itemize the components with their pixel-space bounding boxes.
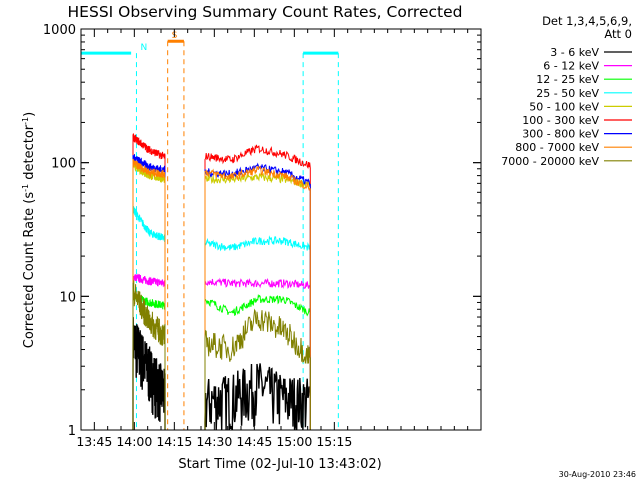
trace-3-6-kev-2: [204, 363, 311, 431]
x-tick-label: 14:30: [196, 434, 232, 449]
legend-item-300-800-kev: 300 - 800 keV: [522, 128, 632, 141]
y-axis-label-mid: detector: [22, 124, 37, 184]
y-axis-label-sup1: -1: [21, 184, 30, 192]
x-tick-label: 14:45: [236, 434, 272, 449]
trace-800-7000-kev-2: [204, 165, 311, 430]
trace-25-50-kev-2: [204, 235, 311, 430]
series-6-12-kev: [132, 273, 311, 430]
legend-item-3-6-kev: 3 - 6 keV: [550, 46, 632, 59]
legend-item-12-25-kev: 12 - 25 keV: [536, 73, 632, 86]
y-tick-label: 100: [51, 157, 76, 172]
series-100-300-kev: [132, 133, 311, 430]
trace-6-12-kev-1: [132, 273, 166, 430]
legend-label: 6 - 12 keV: [543, 60, 599, 73]
series-800-7000-kev: [132, 158, 311, 430]
y-tick-label: 1: [68, 424, 76, 439]
legend-item-7000-20000-kev: 7000 - 20000 keV: [501, 155, 632, 168]
series-7000-20000-kev: [132, 280, 311, 430]
legend-title-line-2: Att 0: [604, 27, 632, 41]
legend-label: 7000 - 20000 keV: [501, 155, 599, 168]
flag-label-n: N: [140, 43, 147, 53]
flag-n: N: [81, 43, 339, 430]
trace-800-7000-kev-1: [132, 158, 166, 430]
legend-item-800-7000-kev: 800 - 7000 keV: [515, 141, 632, 154]
series-25-50-kev: [132, 206, 311, 430]
legend-label: 25 - 50 keV: [536, 87, 599, 100]
series-3-6-kev: [132, 317, 311, 431]
legend-label: 12 - 25 keV: [536, 73, 599, 86]
legend-item-6-12-kev: 6 - 12 keV: [543, 60, 632, 73]
trace-7000-20000-kev-1: [132, 280, 166, 430]
trace-3-6-kev-1: [132, 317, 166, 430]
x-tick-label: 14:00: [116, 434, 152, 449]
trace-7000-20000-kev-2: [204, 308, 311, 430]
legend-item-100-300-kev: 100 - 300 keV: [522, 114, 632, 127]
trace-100-300-kev-2: [204, 144, 311, 430]
flag-s: S: [167, 31, 185, 430]
x-tick-label: 15:15: [316, 434, 352, 449]
y-axis-label-end: ): [22, 112, 37, 117]
x-tick-label: 14:15: [156, 434, 192, 449]
legend-item-25-50-kev: 25 - 50 keV: [536, 87, 632, 100]
x-axis-label: Start Time (02-Jul-10 13:43:02): [178, 457, 381, 472]
trace-100-300-kev-1: [132, 133, 166, 430]
legend-label: 800 - 7000 keV: [515, 141, 599, 154]
footer-timestamp: 30-Aug-2010 23:46: [559, 470, 636, 479]
y-tick-label: 10: [59, 290, 76, 305]
y-axis-label-main: Corrected Count Rate (s: [22, 192, 37, 349]
trace-25-50-kev-1: [132, 206, 166, 430]
legend-label: 100 - 300 keV: [522, 114, 599, 127]
legend-item-50-100-kev: 50 - 100 keV: [529, 100, 632, 113]
y-axis-label: Corrected Count Rate (s-1 detector-1): [21, 112, 37, 348]
y-axis-label-sup2: -1: [21, 117, 30, 125]
legend-label: 300 - 800 keV: [522, 128, 599, 141]
legend-label: 3 - 6 keV: [550, 46, 599, 59]
trace-300-800-kev-1: [132, 154, 166, 430]
x-tick-label: 13:45: [76, 434, 112, 449]
legend-label: 50 - 100 keV: [529, 100, 599, 113]
trace-12-25-kev-2: [204, 293, 311, 430]
y-tick-label: 1000: [43, 23, 76, 38]
trace-6-12-kev-2: [204, 277, 311, 430]
x-tick-label: 15:00: [276, 434, 312, 449]
chart-title: HESSI Observing Summary Count Rates, Cor…: [68, 3, 463, 21]
legend-title-line-1: Det 1,3,4,5,6,9,: [542, 14, 632, 28]
